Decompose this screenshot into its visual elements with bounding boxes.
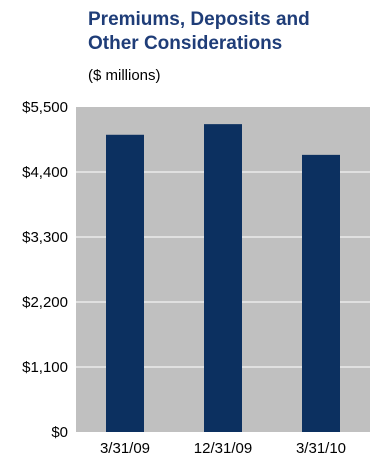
chart-title-line-2: Other Considerations <box>88 33 283 54</box>
bar <box>204 124 242 433</box>
y-tick-label: $5,500 <box>22 99 68 116</box>
chart-subtitle: ($ millions) <box>88 67 161 84</box>
y-tick-label: $1,100 <box>22 359 68 376</box>
chart-title-line-1: Premiums, Deposits and <box>88 9 310 30</box>
chart-title: Premiums, Deposits and Other Considerati… <box>88 8 310 56</box>
bar <box>302 154 340 432</box>
x-tick-label: 3/31/10 <box>296 440 346 457</box>
bars <box>106 124 340 433</box>
x-tick-label: 3/31/09 <box>100 440 150 457</box>
y-axis-ticks: $0 $1,100 $2,200 $3,300 $4,400 $5,500 <box>22 99 68 441</box>
bar <box>106 134 144 433</box>
y-tick-label: $2,200 <box>22 294 68 311</box>
x-tick-label: 12/31/09 <box>194 440 252 457</box>
x-axis-ticks: 3/31/09 12/31/09 3/31/10 <box>100 440 346 457</box>
y-tick-label: $4,400 <box>22 164 68 181</box>
y-tick-label: $3,300 <box>22 229 68 246</box>
y-tick-label: $0 <box>51 424 68 441</box>
